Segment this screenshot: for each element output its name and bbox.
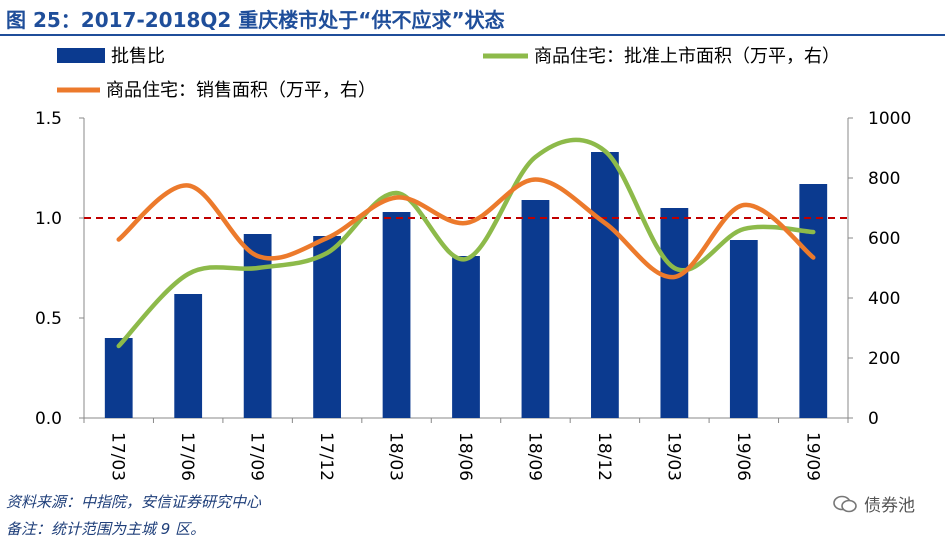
chart-title: 图 25：2017-2018Q2 重庆楼市处于“供不应求”状态 — [6, 8, 505, 32]
left-tick-label: 1.0 — [35, 209, 62, 229]
x-tick-label: 18/06 — [455, 432, 475, 481]
footnote: 备注：统计范围为主城 9 区。 — [6, 520, 206, 538]
watermark: 债券池 — [832, 491, 915, 516]
bar-19-09 — [799, 184, 828, 418]
x-tick-label: 17/12 — [316, 432, 336, 481]
right-tick-label: 600 — [868, 229, 900, 249]
title-underline — [0, 34, 945, 36]
x-tick-label: 18/12 — [594, 432, 614, 481]
x-tick-label: 18/09 — [524, 432, 544, 481]
bar-18-06 — [452, 256, 480, 418]
right-tick-label: 200 — [868, 349, 900, 369]
bar-18-03 — [382, 212, 411, 418]
right-tick-label: 800 — [868, 169, 900, 189]
right-tick-label: 400 — [868, 289, 900, 309]
x-tick-label: 19/06 — [733, 432, 753, 481]
x-tick-labels: 17/03 17/06 17/09 17/12 18/03 18/06 18/09 18/12… — [108, 432, 823, 481]
legend: 批售比 商品住宅：批准上市面积（万平，右） 商品住宅：销售面积（万平，右） — [57, 46, 840, 101]
legend-label-approvals: 商品住宅：批准上市面积（万平，右） — [534, 46, 840, 67]
bar-19-06 — [729, 240, 758, 418]
line-series — [116, 137, 816, 349]
x-tick-label: 17/09 — [247, 432, 267, 481]
bar-17-06 — [174, 294, 203, 418]
left-tick-label: 1.5 — [35, 109, 62, 129]
legend-swatch-ratio — [57, 48, 105, 63]
x-tick-label: 17/06 — [177, 432, 197, 481]
right-tick-label: 1000 — [868, 109, 911, 129]
right-tick-label: 0 — [868, 409, 879, 429]
bar-19-03 — [660, 208, 689, 418]
bar-series — [104, 152, 828, 418]
x-tick-label: 19/09 — [802, 432, 822, 481]
left-tick-label: 0.5 — [35, 309, 62, 329]
bar-18-09 — [521, 200, 550, 418]
x-tick-label: 18/03 — [386, 432, 406, 481]
bar-18-12 — [591, 152, 619, 418]
wechat-icon — [833, 495, 857, 512]
legend-label-sales: 商品住宅：销售面积（万平，右） — [106, 80, 376, 101]
bar-17-12 — [313, 236, 341, 418]
line-sales — [116, 177, 816, 280]
axes: 0.0 0.5 1.0 1.5 0 200 400 600 800 1000 — [35, 109, 911, 429]
x-tick-label: 19/03 — [663, 432, 683, 481]
watermark-label: 债券池 — [864, 496, 915, 516]
bar-17-03 — [104, 338, 133, 418]
chart: 批售比 商品住宅：批准上市面积（万平，右） 商品住宅：销售面积（万平，右） 0.… — [35, 46, 911, 481]
left-tick-label: 0.0 — [35, 409, 62, 429]
source-note: 资料来源：中指院，安信证券研究中心 — [6, 493, 262, 511]
x-tick-label: 17/03 — [108, 432, 128, 481]
bar-17-09 — [243, 234, 272, 418]
legend-label-ratio: 批售比 — [111, 46, 165, 67]
